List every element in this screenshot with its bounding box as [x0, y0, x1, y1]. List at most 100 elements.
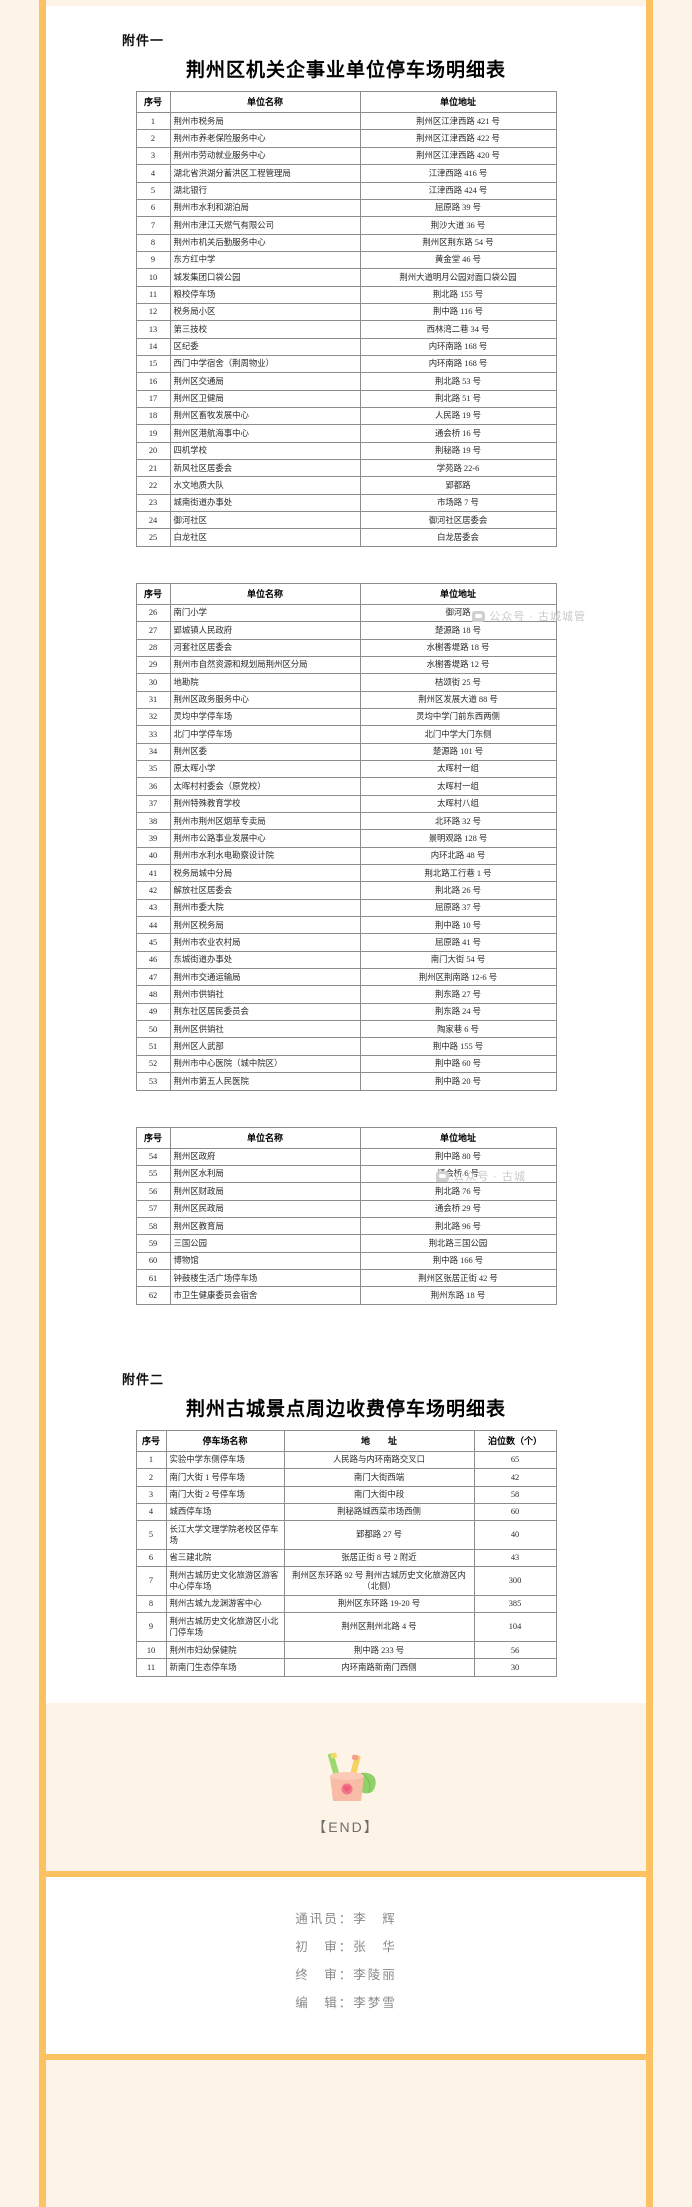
cell-count: 385 [473, 1594, 557, 1614]
cell-address: 荆中路 233 号 [283, 1640, 475, 1660]
cell-no: 50 [135, 1020, 171, 1039]
cell-name: 荆州古城历史文化旅游区小北门停车场 [165, 1612, 285, 1642]
cell-address: 荆沙大道 36 号 [359, 216, 557, 235]
cell-no: 27 [135, 621, 171, 640]
unit-parking-table-part3: 序号 单位名称 单位地址 54 荆州区政府 荆中路 80 号 55 荆州区水利局 通会桥 … [135, 1126, 557, 1305]
cell-no: 21 [135, 459, 171, 478]
cell-name: 御河社区 [169, 511, 361, 530]
cell-address: 白龙居委会 [359, 528, 557, 547]
credit-editor: 编 辑：李梦雪 [295, 1995, 397, 2010]
cell-name: 省三建北院 [165, 1548, 285, 1568]
table-row: 14 区纪委 内环南路 168 号 [135, 337, 557, 356]
cell-name: 荆州古城九龙渊游客中心 [165, 1594, 285, 1614]
cell-name: 荆州区教育局 [169, 1217, 361, 1236]
cell-name: 实验中学东侧停车场 [165, 1450, 285, 1470]
cell-address: 内环南路新南门西侧 [283, 1658, 475, 1677]
cell-address: 黄金堂 46 号 [359, 250, 557, 270]
cell-name: 荆州区政府 [169, 1147, 361, 1166]
table-row: 11 新南门生态停车场 内环南路新南门西侧 30 [135, 1658, 557, 1677]
cell-name: 长江大学文理学院老校区停车场 [165, 1520, 285, 1550]
cell-name: 荆州市妇幼保健院 [165, 1640, 285, 1660]
cell-address: 张居正街 8 号 2 附近 [283, 1548, 475, 1568]
cell-no: 29 [135, 655, 171, 675]
cell-no: 15 [135, 354, 171, 374]
cell-count: 58 [473, 1485, 557, 1504]
cell-address: 荆北路 26 号 [359, 881, 557, 900]
cell-count: 30 [473, 1658, 557, 1677]
cell-no: 5 [135, 1520, 167, 1550]
cell-name: 荆州区财政局 [169, 1182, 361, 1201]
table-row: 6 省三建北院 张居正街 8 号 2 附近 43 [135, 1548, 557, 1568]
cell-name: 荆州区交通局 [169, 372, 361, 391]
table-row: 29 荆州市自然资源和规划局荆州区分局 水榭香堤路 12 号 [135, 655, 557, 675]
table-row: 34 荆州区委 楚源路 101 号 [135, 742, 557, 761]
table-row: 15 西门中学宿舍（荆周物业） 内环南路 168 号 [135, 354, 557, 374]
table-row: 9 东方红中学 黄金堂 46 号 [135, 250, 557, 270]
cell-no: 3 [135, 146, 171, 166]
cell-name: 水文地质大队 [169, 476, 361, 495]
top-spacer [46, 0, 646, 6]
cell-name: 荆州市交通运输局 [169, 968, 361, 987]
cell-name: 荆州市农业农村局 [169, 933, 361, 952]
cell-address: 通会桥 29 号 [359, 1199, 557, 1219]
cell-address: 太晖村一组 [359, 759, 557, 779]
cell-no: 32 [135, 707, 171, 727]
cell-name: 北门中学停车场 [169, 725, 361, 744]
cell-no: 25 [135, 528, 171, 547]
cell-address: 屈原路 41 号 [359, 933, 557, 952]
attachment-two-label: 附件二 [122, 1371, 165, 1387]
cell-address: 御河社区居委会 [359, 511, 557, 530]
cell-address: 荆北路 76 号 [359, 1182, 557, 1201]
cell-no: 49 [135, 1002, 171, 1022]
attachment-gap [68, 1305, 624, 1359]
cell-address: 荆中路 116 号 [359, 302, 557, 322]
cell-name: 四机学校 [169, 441, 361, 461]
cell-address: 荆州区发展大道 88 号 [359, 690, 557, 709]
cell-address: 荆中路 155 号 [359, 1037, 557, 1056]
table-row: 5 长江大学文理学院老校区停车场 郢都路 27 号 40 [135, 1520, 557, 1550]
attachment-two-title: 荆州古城景点周边收费停车场明细表 [185, 1398, 506, 1420]
cell-no: 3 [135, 1485, 167, 1504]
cell-no: 45 [135, 933, 171, 952]
cell-address: 荆北路工行巷 1 号 [359, 864, 557, 883]
table-row: 4 湖北省洪湖分蓄洪区工程管理局 江津西路 416 号 [135, 164, 557, 183]
cell-name: 太晖村村委会（原党校） [169, 777, 361, 796]
table-row: 23 城南街道办事处 市场路 7 号 [135, 493, 557, 513]
cell-no: 38 [135, 811, 171, 831]
table-row: 4 城西停车场 荆秘路城西菜市场西侧 60 [135, 1502, 557, 1522]
cell-no: 8 [135, 233, 171, 252]
table-row: 1 荆州市税务局 荆州区江津西路 421 号 [135, 112, 557, 131]
cell-name: 荆州区港航海事中心 [169, 424, 361, 443]
cell-no: 10 [135, 1640, 167, 1660]
cell-address: 人民路与内环南路交叉口 [283, 1450, 475, 1470]
cell-name: 荆州市中心医院（城中院区） [169, 1054, 361, 1074]
cell-address: 荆州区东环路 19-20 号 [283, 1594, 475, 1614]
cell-name: 荆州市公路事业发展中心 [169, 829, 361, 848]
table-row: 35 原太晖小学 太晖村一组 [135, 759, 557, 779]
cell-no: 7 [135, 216, 171, 235]
cell-no: 9 [135, 1612, 167, 1642]
table-row: 48 荆州市供销社 荆东路 27 号 [135, 985, 557, 1004]
table-row: 16 荆州区交通局 荆北路 53 号 [135, 372, 557, 391]
cell-no: 52 [135, 1054, 171, 1074]
cell-address: 荆中路 20 号 [359, 1072, 557, 1091]
table-row: 50 荆州区供销社 陶家巷 6 号 [135, 1020, 557, 1039]
cell-name: 新风社区居委会 [169, 459, 361, 478]
table-row: 49 荆东社区居民委员会 荆东路 24 号 [135, 1002, 557, 1022]
cell-name: 郢城镇人民政府 [169, 621, 361, 640]
table-row: 28 河套社区居委会 水榭香堤路 18 号 [135, 638, 557, 657]
table-row: 59 三国公园 荆北路三国公园 [135, 1234, 557, 1253]
table-gap-2 [68, 1091, 624, 1127]
table-row: 47 荆州市交通运输局 荆州区荆南路 12-6 号 [135, 968, 557, 987]
cell-address: 水榭香堤路 12 号 [359, 655, 557, 675]
cell-name: 税务局城中分局 [169, 864, 361, 883]
cell-name: 粮校停车场 [169, 285, 361, 304]
cell-address: 荆州东路 18 号 [359, 1286, 557, 1305]
cell-address: 南门大街中段 [283, 1485, 475, 1504]
cell-name: 荆州市荆州区烟草专卖局 [169, 811, 361, 831]
cell-address: 内环南路 168 号 [359, 337, 557, 356]
cell-no: 44 [135, 916, 171, 935]
cell-no: 10 [135, 268, 171, 287]
cell-no: 8 [135, 1594, 167, 1614]
cell-no: 11 [135, 285, 171, 304]
